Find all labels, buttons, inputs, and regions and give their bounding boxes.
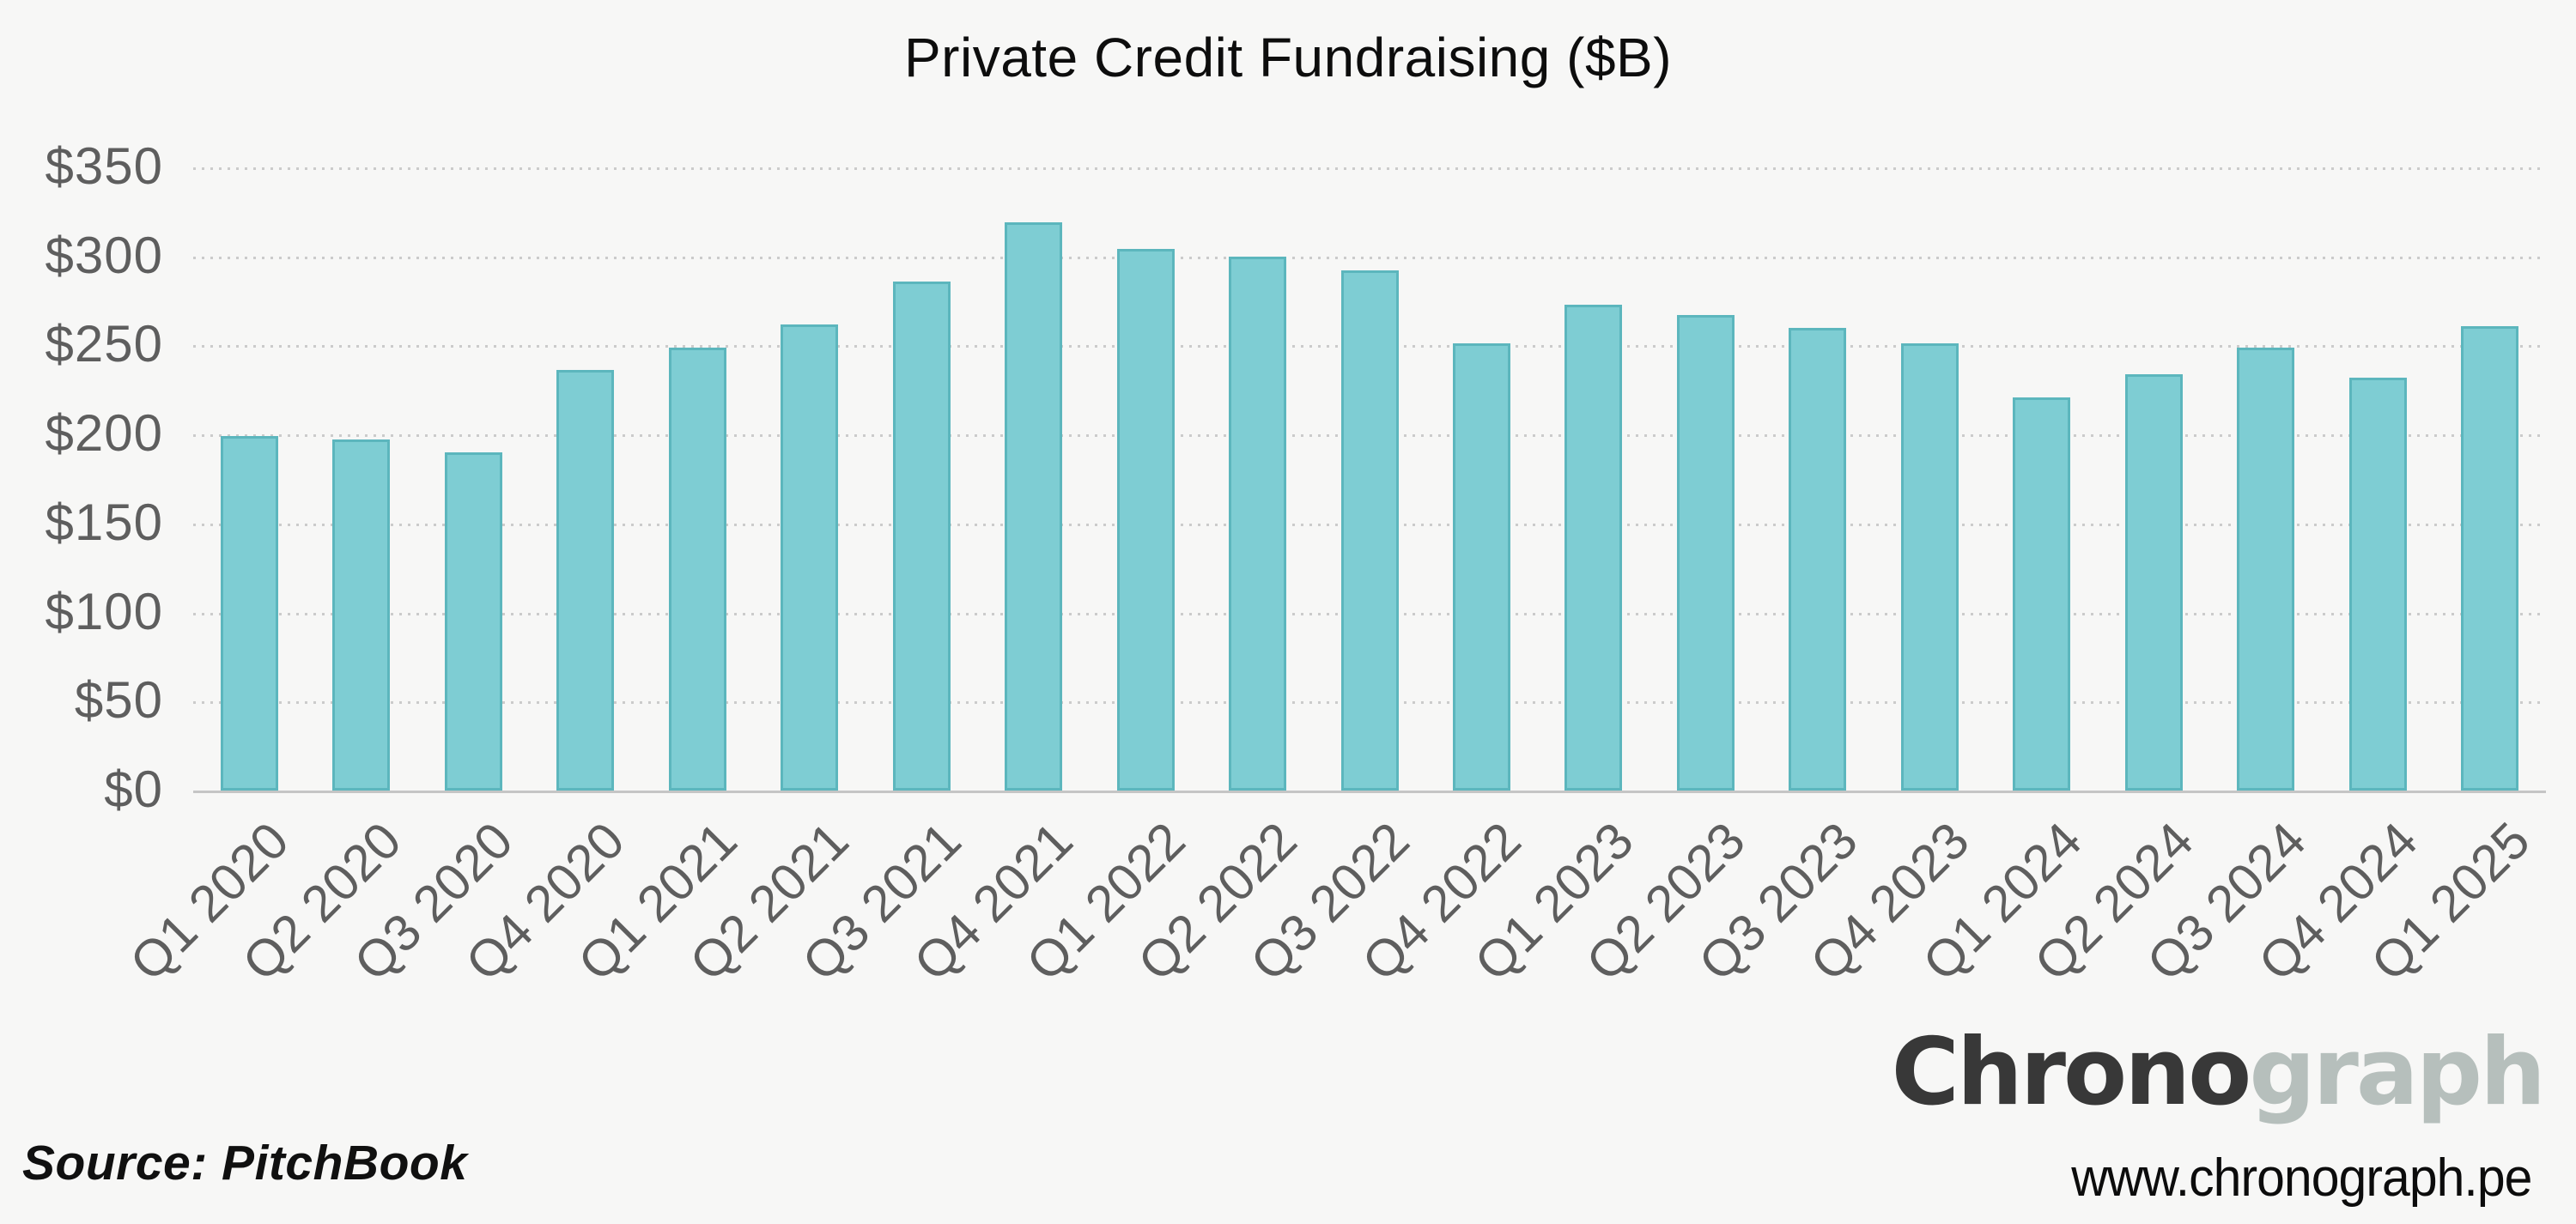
logo-text-primary: Chrono — [1891, 1019, 2252, 1126]
bar-q3-2020 — [444, 451, 502, 791]
bar-q2-2023 — [1676, 315, 1735, 791]
bar-q1-2025 — [2461, 325, 2519, 791]
bar-q3-2022 — [1340, 270, 1399, 791]
logo-text-secondary: graph — [2249, 1019, 2546, 1126]
y-tick-label-150: $150 — [45, 493, 163, 551]
y-tick-label-0: $0 — [104, 760, 163, 818]
y-tick-label-350: $350 — [45, 136, 163, 195]
bar-q4-2023 — [1900, 343, 1959, 791]
gridline-300 — [193, 256, 2546, 259]
bar-q3-2024 — [2237, 347, 2295, 791]
chronograph-logo: Chronograph — [1892, 1027, 2546, 1119]
bar-q3-2023 — [1789, 327, 1847, 791]
bar-q2-2021 — [781, 324, 839, 791]
chart-title: Private Credit Fundraising ($B) — [903, 27, 1673, 88]
bar-q4-2020 — [556, 370, 615, 791]
website-url: www.chronograph.pe — [2070, 1148, 2532, 1208]
bar-q4-2024 — [2348, 377, 2407, 791]
gridline-350 — [193, 167, 2546, 170]
bar-q2-2022 — [1229, 256, 1287, 791]
y-tick-label-50: $50 — [74, 671, 163, 730]
bar-q4-2022 — [1452, 343, 1510, 791]
y-tick-label-300: $300 — [45, 226, 163, 284]
bar-q1-2021 — [668, 347, 726, 791]
bar-q1-2020 — [220, 436, 278, 791]
bar-q2-2024 — [2124, 373, 2183, 791]
bar-q1-2022 — [1116, 249, 1175, 791]
bar-q1-2024 — [2013, 397, 2071, 791]
bar-q3-2021 — [892, 281, 951, 791]
bar-q1-2023 — [1564, 304, 1623, 791]
y-tick-label-250: $250 — [45, 315, 163, 373]
y-tick-label-200: $200 — [45, 403, 163, 462]
bar-q2-2020 — [332, 439, 391, 791]
source-note: Source: PitchBook — [22, 1136, 468, 1191]
y-tick-label-100: $100 — [45, 582, 163, 640]
bar-q4-2021 — [1005, 222, 1063, 791]
x-axis-line — [193, 791, 2546, 793]
